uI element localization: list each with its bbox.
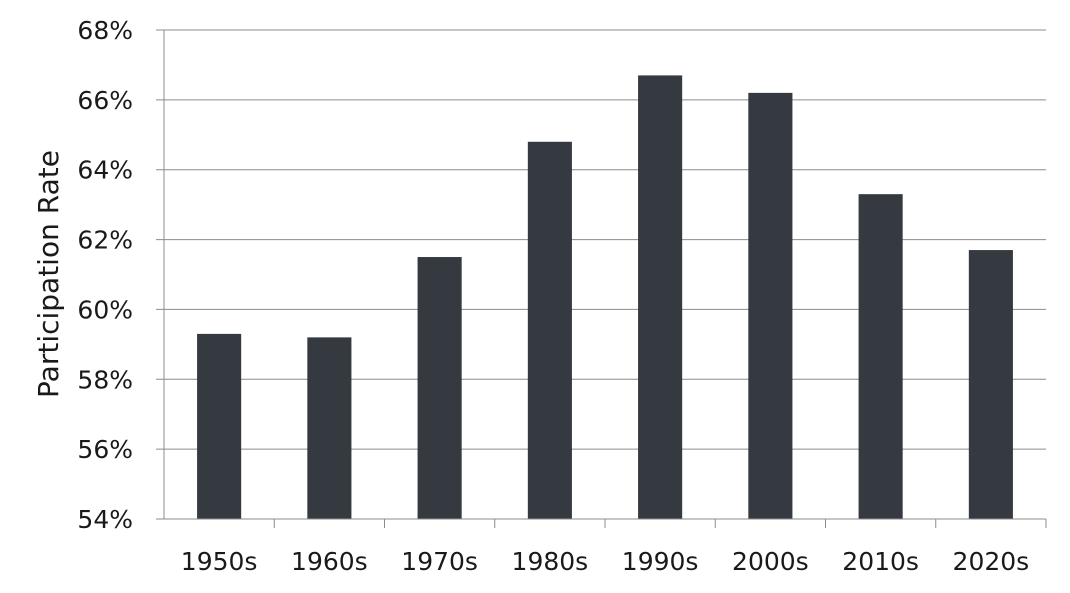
y-tick-label: 66% — [77, 86, 133, 115]
bar-1960s — [307, 337, 352, 519]
bar-2020s — [968, 250, 1013, 520]
x-tick-label: 2010s — [842, 547, 919, 576]
y-tick-label: 58% — [77, 365, 133, 394]
bar-1970s — [417, 257, 462, 519]
x-tick-label: 1970s — [401, 547, 478, 576]
x-tick-label: 2020s — [953, 547, 1030, 576]
x-tick-label: 1980s — [512, 547, 589, 576]
bar-1950s — [197, 333, 242, 519]
y-tick-label: 62% — [77, 226, 133, 255]
y-tick-label: 68% — [77, 16, 133, 45]
x-tick-label: 1990s — [622, 547, 699, 576]
y-tick-label: 56% — [77, 435, 133, 464]
y-tick-label: 54% — [77, 505, 133, 534]
bars — [197, 75, 1013, 520]
bar-1980s — [527, 141, 572, 519]
gridlines — [156, 29, 1046, 520]
y-tick-label: 64% — [77, 156, 133, 185]
bar-2000s — [748, 92, 793, 519]
axes — [163, 30, 1047, 528]
y-axis-title: Participation Rate — [32, 150, 65, 398]
bar-2010s — [858, 194, 903, 519]
x-tick-label: 1950s — [181, 547, 258, 576]
x-tick-labels: 1950s 1960s 1970s 1980s 1990s 2000s 2010s 2020s — [181, 547, 1029, 576]
bar-1990s — [638, 75, 683, 520]
y-tick-label: 60% — [77, 295, 133, 324]
x-tick-label: 1960s — [291, 547, 368, 576]
x-tick-label: 2000s — [732, 547, 809, 576]
y-tick-labels: 54% 56% 58% 60% 62% 64% 66% 68% — [77, 16, 133, 534]
